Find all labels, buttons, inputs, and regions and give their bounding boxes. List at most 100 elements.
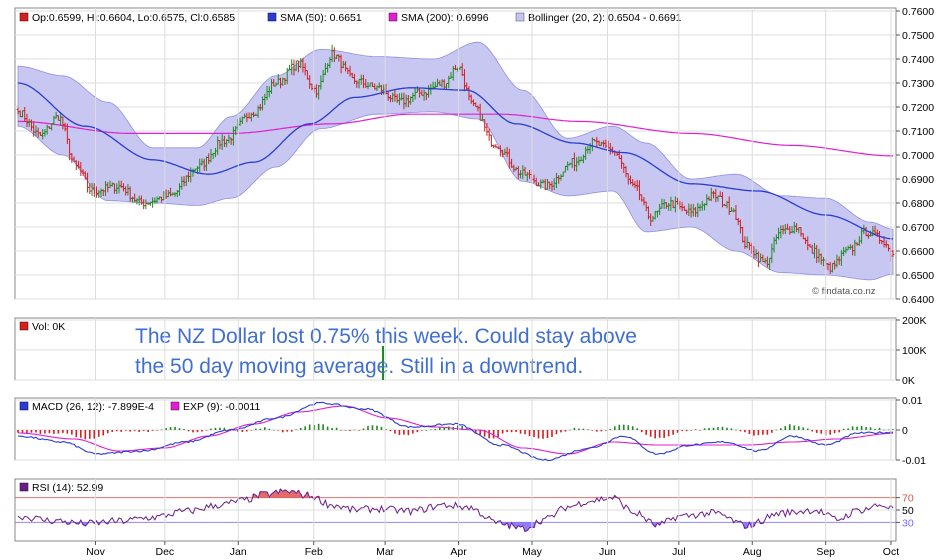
macd-hist-bar	[295, 429, 298, 431]
macd-hist-bar	[214, 427, 217, 430]
macd-hist-bar	[483, 430, 486, 437]
macd-hist-bar	[232, 430, 235, 431]
macd-hist-bar	[138, 430, 140, 432]
macd-hist-bar	[788, 424, 791, 430]
rsi-overbought-fill	[281, 491, 284, 498]
legend-swatch-signal	[170, 401, 180, 411]
macd-hist-bar	[268, 428, 271, 430]
macd-hist-bar	[833, 430, 836, 434]
macd-hist-bar	[681, 430, 683, 431]
macd-hist-bar	[860, 425, 863, 430]
rsi-overbought-fill	[295, 493, 298, 498]
rsi-overbought-fill	[303, 495, 307, 498]
macd-hist-bar	[250, 430, 253, 431]
macd-hist-bar	[694, 429, 697, 430]
macd-hist-bar	[394, 430, 396, 434]
legend-swatch-bollinger	[515, 12, 525, 22]
macd-hist-bar	[640, 430, 643, 433]
price-tick-label: 0.7600	[902, 6, 934, 18]
macd-hist-bar	[753, 430, 755, 436]
month-tick-label: Dec	[156, 546, 175, 558]
macd-hist-bar	[488, 430, 490, 439]
macd-hist-bar	[551, 430, 553, 437]
x-axis: Nov Dec Jan Feb Mar Apr May Jun Jul Aug Sep Oct	[86, 8, 899, 558]
macd-hist-bar	[717, 427, 719, 430]
macd-hist-bar	[578, 428, 580, 430]
macd-hist-bar	[869, 427, 872, 430]
month-tick-label: Sep	[816, 546, 835, 558]
rsi-oversold-fill	[745, 522, 749, 528]
macd-hist-bar	[430, 429, 432, 431]
macd-hist-bar	[57, 430, 60, 434]
month-tick-label: Jun	[599, 546, 616, 558]
macd-hist-bar	[802, 427, 805, 430]
macd-hist-bar	[398, 430, 401, 436]
macd-hist-bar	[892, 429, 894, 430]
volume-grid	[15, 319, 896, 381]
legend-sma200: SMA (200): 0.6996	[401, 12, 489, 24]
macd-hist-bar	[811, 430, 814, 432]
bollinger-band	[17, 41, 894, 281]
rsi-oversold-fill	[752, 522, 756, 527]
macd-hist-bar	[205, 430, 208, 431]
macd-hist-bar	[519, 430, 522, 434]
rsi-oversold-fill	[503, 522, 507, 526]
macd-hist-bar	[708, 427, 710, 430]
rsi-oversold-fill	[519, 522, 522, 528]
rsi-oversold-fill	[517, 522, 520, 526]
price-y-axis: 0.7600 0.7500 0.7400 0.7300 0.7200 0.7100 0.70…	[896, 6, 934, 306]
price-tick-label: 0.6800	[902, 198, 934, 210]
macd-hist-bar	[17, 430, 19, 433]
macd-hist-bar	[815, 430, 818, 433]
rsi-oversold-fill	[750, 522, 753, 528]
rsi-oversold-fill	[97, 522, 100, 525]
price-tick-label: 0.6400	[902, 294, 934, 306]
rsi-tick-label: 50	[902, 505, 914, 517]
macd-hist-bar	[838, 430, 840, 433]
macd-hist-bar	[75, 430, 78, 438]
macd-histogram	[17, 423, 894, 440]
macd-hist-bar	[883, 429, 885, 431]
macd-hist-bar	[842, 428, 845, 430]
macd-hist-bar	[555, 430, 558, 435]
macd-hist-bar	[403, 430, 405, 435]
macd-hist-bar	[515, 430, 517, 432]
legend-macd: MACD (26, 12): -7.899E-4	[32, 401, 154, 413]
macd-hist-bar	[605, 430, 607, 431]
rsi-overbought-fill	[254, 495, 258, 498]
rsi-overbought-fill	[299, 494, 302, 498]
rsi-line	[17, 488, 894, 533]
macd-hist-bar	[726, 427, 728, 430]
rsi-overbought-fill	[272, 492, 275, 498]
macd-hist-bar	[542, 430, 544, 439]
macd-hist-bar	[829, 430, 831, 435]
macd-hist-bar	[528, 430, 531, 437]
macd-hist-bar	[546, 430, 549, 439]
macd-hist-bar	[600, 430, 603, 432]
legend-swatch-sma50	[267, 12, 277, 22]
macd-hist-bar	[201, 430, 203, 432]
macd-hist-bar	[573, 427, 576, 430]
macd-hist-bar	[654, 430, 656, 439]
macd-hist-bar	[389, 430, 392, 432]
macd-hist-bar	[685, 430, 688, 432]
macd-hist-bar	[156, 430, 158, 431]
macd-tick-label: -0.01	[902, 455, 926, 467]
price-tick-label: 0.7200	[902, 102, 934, 114]
macd-hist-bar	[326, 426, 329, 430]
macd-hist-bar	[847, 428, 849, 430]
macd-hist-bar	[71, 430, 73, 435]
rsi-overbought-fill	[283, 489, 287, 498]
macd-hist-bar	[501, 430, 504, 434]
legend-signal: EXP (9): -0.0011	[183, 401, 260, 413]
macd-hist-bar	[591, 430, 594, 431]
rsi-overbought-fill	[261, 491, 264, 498]
annotation-line-1: The NZ Dollar lost 0.75% this week. Coul…	[135, 325, 637, 348]
macd-hist-bar	[479, 430, 481, 435]
macd-panel: 0.01 0 -0.01 MACD (26, 12): -7.899E-4 EXP …	[14, 395, 926, 467]
macd-hist-bar	[362, 428, 365, 430]
macd-hist-bar	[627, 425, 630, 430]
macd-hist-bar	[887, 429, 890, 431]
rsi-overbought-fill	[259, 491, 262, 498]
